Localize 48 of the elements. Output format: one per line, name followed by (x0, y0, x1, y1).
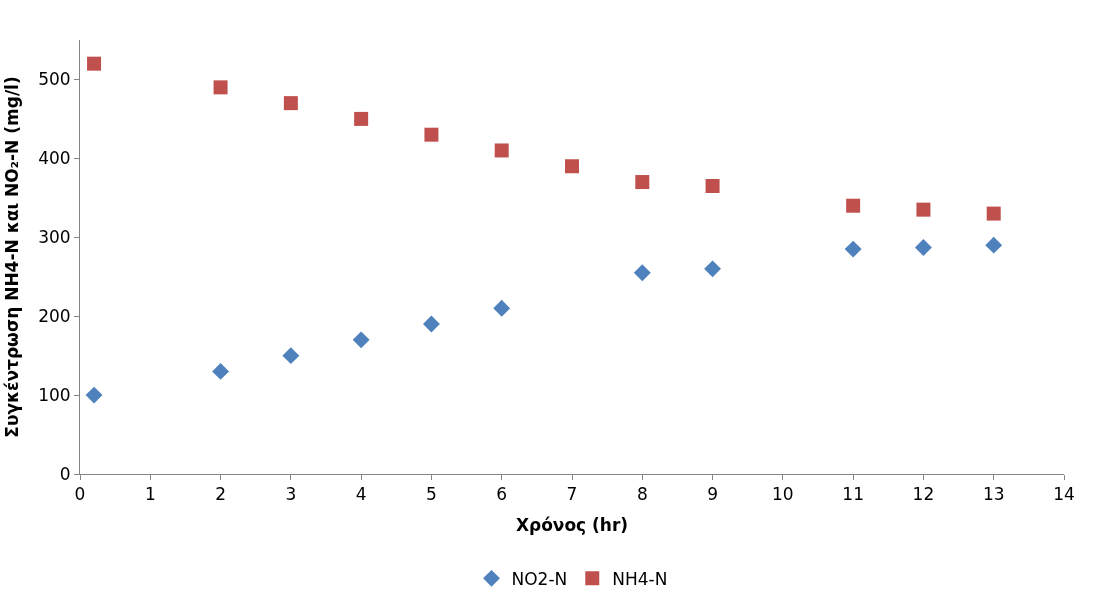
point (986, 206, 1001, 221)
x-tick-label: 0 (74, 484, 86, 505)
y-axis-title: Συγκέντρωση NH4-N και NO₂-N (mg/l) (1, 76, 22, 438)
y-tick-label: 200 (38, 306, 71, 327)
x-tick-label: 13 (982, 484, 1005, 505)
x-tick-label: 12 (912, 484, 935, 505)
point (846, 198, 861, 213)
point (565, 159, 579, 174)
x-tick-label: 5 (426, 484, 437, 505)
x-tick-label: 4 (355, 484, 367, 505)
x-axis-title: Χρόνος (hr) (515, 514, 629, 535)
x-tick-label: 2 (215, 484, 226, 505)
x-tick-label: 1 (144, 484, 156, 505)
point (916, 202, 931, 217)
point (87, 56, 102, 71)
point (493, 299, 511, 317)
point (422, 315, 440, 333)
point (283, 96, 298, 111)
x-tick-label: 7 (566, 484, 578, 505)
point (704, 260, 722, 278)
point (354, 111, 369, 126)
x-tick-label: 11 (842, 484, 864, 505)
x-tick-label: 14 (1053, 484, 1075, 505)
x-tick-label: 10 (772, 484, 794, 505)
point (985, 236, 1003, 254)
point (352, 331, 370, 349)
point (424, 127, 439, 142)
x-tick-label: 8 (636, 484, 648, 505)
y-tick-label: 500 (38, 69, 71, 90)
point (844, 240, 862, 258)
legend-label: NO2-N (511, 568, 568, 589)
point (705, 178, 720, 193)
y-tick-label: 0 (59, 463, 71, 484)
legend-label: NH4-N (612, 568, 668, 589)
point (494, 143, 509, 158)
x-tick-label: 9 (707, 484, 718, 505)
y-tick-label: 400 (38, 148, 71, 169)
point (282, 347, 300, 365)
point (635, 175, 650, 190)
point (213, 80, 228, 95)
y-tick-label: 300 (38, 227, 71, 248)
y-tick-label: 100 (38, 385, 71, 406)
x-tick-label: 6 (496, 484, 508, 505)
point (633, 264, 651, 282)
point (212, 362, 230, 380)
point (914, 239, 932, 256)
x-tick-label: 3 (285, 484, 297, 505)
point (85, 386, 103, 404)
